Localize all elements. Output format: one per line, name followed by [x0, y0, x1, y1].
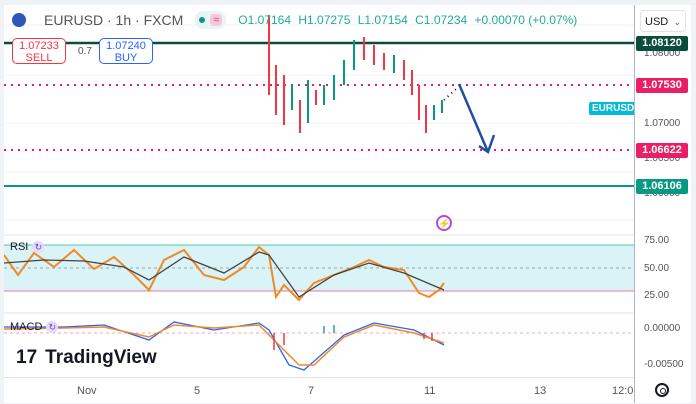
- market-open-dot-icon: [199, 17, 206, 23]
- rsi-tick: 75.00: [644, 235, 670, 246]
- refresh-icon[interactable]: ↻: [32, 241, 45, 253]
- level-label-4: 1.06106: [636, 179, 688, 194]
- eu-flag-icon: [12, 13, 26, 27]
- symbol-legend: EURUSD · 1h · FXCM ≈ O1.07164 H1.07275 L…: [12, 11, 581, 29]
- symbol-title[interactable]: EURUSD · 1h · FXCM: [44, 12, 184, 28]
- approx-icon: ≈: [210, 14, 223, 26]
- level-label-2: 1.07530: [636, 78, 688, 93]
- rsi-tick: 50.00: [644, 263, 670, 274]
- currency-select[interactable]: USD ⌄: [640, 10, 686, 32]
- change-value: +0.00070 (+0.07%): [474, 13, 578, 27]
- buy-button[interactable]: 1.07240 BUY: [99, 38, 153, 64]
- sell-button[interactable]: 1.07233 SELL: [12, 38, 66, 64]
- time-tick: 5: [194, 385, 201, 397]
- sell-price: 1.07233: [19, 40, 59, 52]
- close-value: C1.07234: [415, 13, 468, 27]
- tradingview-logo: 17 TradingView: [16, 347, 157, 368]
- level-label-3: 1.06622: [636, 143, 688, 158]
- rsi-legend[interactable]: RSI ↻: [10, 241, 45, 253]
- buy-label: BUY: [114, 52, 138, 64]
- time-tick: Nov: [77, 385, 97, 397]
- tv-logo-icon: 17: [16, 347, 38, 368]
- macd-legend[interactable]: MACD ↻: [10, 321, 59, 333]
- time-tick: 7: [308, 385, 315, 397]
- chevron-down-icon: ⌄: [673, 17, 681, 27]
- macd-tick: 0.00000: [644, 323, 681, 334]
- refresh-icon[interactable]: ↻: [46, 321, 59, 333]
- low-value: L1.07154: [357, 13, 408, 27]
- lightning-icon[interactable]: ⚡: [436, 215, 452, 231]
- settings-icon[interactable]: [655, 383, 669, 397]
- rsi-tick: 25.00: [644, 290, 670, 301]
- time-axis[interactable]: [4, 377, 634, 404]
- time-tick: 11: [424, 385, 436, 397]
- high-value: H1.07275: [298, 13, 351, 27]
- buy-price: 1.07240: [106, 40, 146, 52]
- market-status[interactable]: ≈: [195, 11, 227, 29]
- price-tick: 1.06500: [644, 153, 681, 164]
- time-tick: 13: [534, 385, 547, 397]
- symbol-tag: EURUSD: [589, 102, 638, 115]
- chart-canvas[interactable]: EURUSD · 1h · FXCM ≈ O1.07164 H1.07275 L…: [4, 5, 638, 375]
- price-tick: 1.07000: [644, 118, 681, 129]
- sell-label: SELL: [25, 52, 53, 64]
- price-axis[interactable]: [634, 5, 691, 403]
- chart-frame: EURUSD · 1h · FXCM ≈ O1.07164 H1.07275 L…: [4, 5, 691, 404]
- time-tick: 12:0: [612, 385, 634, 397]
- open-value: O1.07164: [238, 13, 291, 27]
- level-label-1: 1.08120: [636, 36, 688, 51]
- spread-value: 0.7: [78, 46, 92, 57]
- price-tick: 1.08000: [644, 48, 681, 59]
- macd-tick: -0.00500: [644, 359, 684, 370]
- ohlc-values: O1.07164 H1.07275 L1.07154 C1.07234 +0.0…: [238, 13, 581, 27]
